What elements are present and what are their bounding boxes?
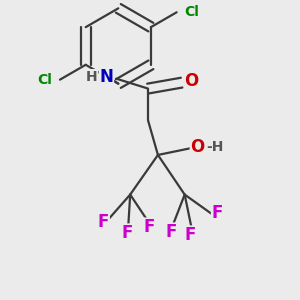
Text: O: O <box>190 138 205 156</box>
Text: Cl: Cl <box>184 5 200 19</box>
Text: F: F <box>143 218 155 236</box>
Text: F: F <box>212 204 223 222</box>
Text: F: F <box>185 226 196 244</box>
Text: H: H <box>86 70 98 84</box>
Text: F: F <box>165 223 176 241</box>
Text: F: F <box>122 224 133 242</box>
Text: N: N <box>100 68 113 86</box>
Text: O: O <box>184 72 199 90</box>
Text: -H: -H <box>207 140 224 154</box>
Text: Cl: Cl <box>37 73 52 87</box>
Text: F: F <box>98 213 109 231</box>
